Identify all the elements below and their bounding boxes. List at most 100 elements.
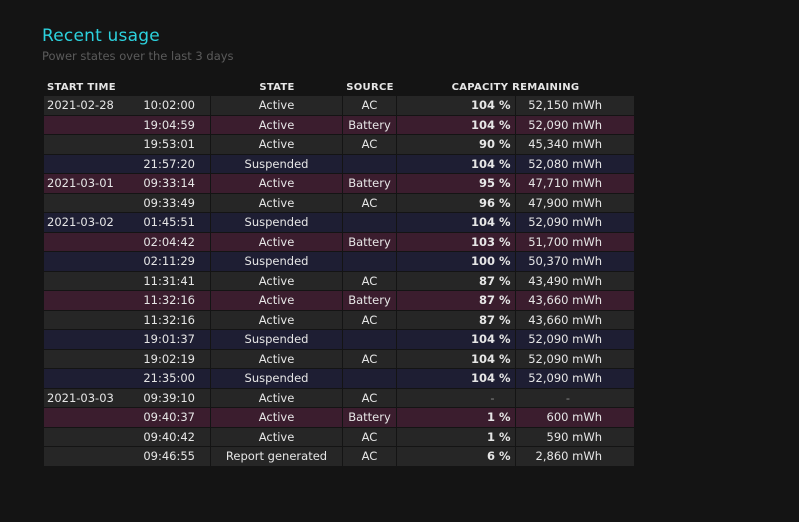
start-time-cell: 2021-03-01 09:33:14 (44, 174, 211, 193)
state-cell: Active (211, 271, 343, 290)
start-time-cell: 21:57:20 (44, 154, 211, 173)
start-time-cell: 02:04:42 (44, 232, 211, 251)
column-header-state: STATE (259, 81, 295, 93)
state-cell: Report generated (211, 447, 343, 466)
column-header-source: SOURCE (346, 81, 394, 93)
start-clock-time: 09:46:55 (143, 449, 195, 464)
table-row: 19:53:01 Active AC 90 % 45,340 mWh (44, 135, 634, 154)
table-row: 2021-02-28 10:02:00 Active AC 104 % 52,150 mW… (44, 96, 634, 115)
capacity-mwh-cell: 52,090 mWh (515, 213, 634, 232)
start-clock-time: 19:01:37 (143, 332, 195, 347)
capacity-percent-cell: 104 % (397, 213, 516, 232)
start-time-cell: 09:46:55 (44, 447, 211, 466)
capacity-mwh-cell: 52,150 mWh (515, 96, 634, 115)
state-cell: Suspended (211, 369, 343, 388)
table-row: 11:32:16 Active AC 87 % 43,660 mWh (44, 310, 634, 329)
capacity-percent-cell: - (397, 388, 516, 407)
state-cell: Active (211, 96, 343, 115)
state-cell: Active (211, 427, 343, 446)
table-row: 21:57:20 Suspended 104 % 52,080 mWh (44, 154, 634, 173)
table-row: 19:04:59 Active Battery 104 % 52,090 mWh (44, 115, 634, 134)
capacity-percent-cell: 100 % (397, 252, 516, 271)
start-time-cell: 2021-03-03 09:39:10 (44, 388, 211, 407)
source-cell (343, 369, 397, 388)
start-clock-time: 21:57:20 (143, 156, 195, 171)
start-time-cell: 19:02:19 (44, 349, 211, 368)
capacity-mwh-cell: 52,090 mWh (515, 330, 634, 349)
column-header-start-time: START TIME (47, 81, 116, 93)
column-header-capacity: CAPACITY REMAINING (451, 81, 580, 93)
usage-table: START TIME STATE SOURCE CAPACITY REMAINI… (44, 78, 634, 467)
table-row: 2021-03-02 01:45:51 Suspended 104 % 52,090 m… (44, 213, 634, 232)
start-clock-time: 09:40:42 (143, 429, 195, 444)
table-row: 11:32:16 Active Battery 87 % 43,660 mWh (44, 291, 634, 310)
start-clock-time: 02:11:29 (143, 254, 195, 269)
source-cell (343, 330, 397, 349)
capacity-percent-cell: 87 % (397, 271, 516, 290)
capacity-mwh-cell: 52,090 mWh (515, 369, 634, 388)
source-cell: AC (343, 271, 397, 290)
page-subtitle: Power states over the last 3 days (42, 49, 234, 63)
start-time-cell: 02:11:29 (44, 252, 211, 271)
start-clock-time: 09:33:14 (143, 176, 195, 191)
source-cell: Battery (343, 115, 397, 134)
source-cell (343, 252, 397, 271)
start-date: 2021-03-01 (47, 176, 114, 191)
start-date: 2021-03-03 (47, 390, 114, 405)
state-cell: Suspended (211, 252, 343, 271)
capacity-percent-cell: 104 % (397, 154, 516, 173)
capacity-mwh-cell: 590 mWh (515, 427, 634, 446)
table-row: 19:01:37 Suspended 104 % 52,090 mWh (44, 330, 634, 349)
source-cell: Battery (343, 174, 397, 193)
source-cell: AC (343, 349, 397, 368)
table-row: 09:46:55 Report generated AC 6 % 2,860 mWh (44, 447, 634, 466)
capacity-percent-cell: 6 % (397, 447, 516, 466)
capacity-mwh-cell: 47,710 mWh (515, 174, 634, 193)
start-clock-time: 09:40:37 (143, 410, 195, 425)
state-cell: Active (211, 349, 343, 368)
capacity-percent-cell: 104 % (397, 96, 516, 115)
table-row: 19:02:19 Active AC 104 % 52,090 mWh (44, 349, 634, 368)
capacity-percent-cell: 90 % (397, 135, 516, 154)
capacity-mwh-cell: - (515, 388, 634, 407)
capacity-percent-cell: 103 % (397, 232, 516, 251)
state-cell: Active (211, 291, 343, 310)
source-cell: AC (343, 427, 397, 446)
capacity-mwh-cell: 50,370 mWh (515, 252, 634, 271)
capacity-mwh-cell: 45,340 mWh (515, 135, 634, 154)
state-cell: Active (211, 388, 343, 407)
capacity-mwh-cell: 600 mWh (515, 408, 634, 427)
state-cell: Suspended (211, 154, 343, 173)
start-time-cell: 2021-03-02 01:45:51 (44, 213, 211, 232)
capacity-percent-cell: 95 % (397, 174, 516, 193)
state-cell: Active (211, 408, 343, 427)
source-cell: AC (343, 388, 397, 407)
capacity-mwh-cell: 51,700 mWh (515, 232, 634, 251)
start-time-cell: 19:04:59 (44, 115, 211, 134)
source-cell: Battery (343, 408, 397, 427)
capacity-percent-cell: 1 % (397, 408, 516, 427)
capacity-percent-cell: 87 % (397, 291, 516, 310)
start-time-cell: 19:01:37 (44, 330, 211, 349)
source-cell: AC (343, 96, 397, 115)
start-time-cell: 2021-02-28 10:02:00 (44, 96, 211, 115)
capacity-percent-cell: 96 % (397, 193, 516, 212)
capacity-percent-cell: 87 % (397, 310, 516, 329)
source-cell: AC (343, 310, 397, 329)
source-cell (343, 154, 397, 173)
start-clock-time: 19:53:01 (143, 137, 195, 152)
capacity-mwh-cell: 43,660 mWh (515, 310, 634, 329)
start-time-cell: 11:32:16 (44, 310, 211, 329)
capacity-mwh-cell: 47,900 mWh (515, 193, 634, 212)
capacity-percent-cell: 1 % (397, 427, 516, 446)
start-clock-time: 01:45:51 (143, 215, 195, 230)
state-cell: Active (211, 135, 343, 154)
table-row: 11:31:41 Active AC 87 % 43,490 mWh (44, 271, 634, 290)
source-cell: AC (343, 447, 397, 466)
capacity-percent-cell: 104 % (397, 115, 516, 134)
capacity-mwh-cell: 52,090 mWh (515, 349, 634, 368)
start-time-cell: 11:32:16 (44, 291, 211, 310)
table-row: 09:40:37 Active Battery 1 % 600 mWh (44, 408, 634, 427)
start-time-cell: 09:40:37 (44, 408, 211, 427)
